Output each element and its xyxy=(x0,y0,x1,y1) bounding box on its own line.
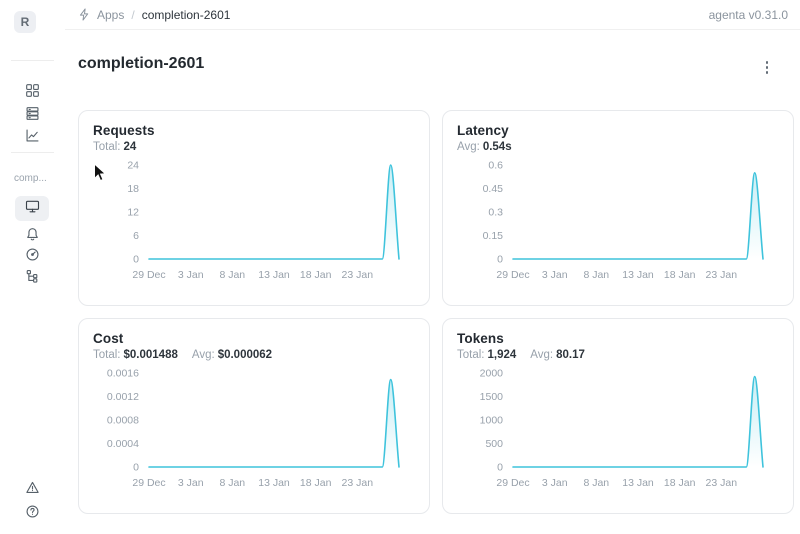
card-title: Latency xyxy=(457,122,509,138)
sidebar-item-traces[interactable] xyxy=(15,266,49,291)
sidebar-item-overview[interactable] xyxy=(15,196,49,221)
breadcrumb-separator: / xyxy=(131,7,135,22)
svg-text:13 Jan: 13 Jan xyxy=(258,477,290,489)
sidebar: R comp... xyxy=(0,0,65,534)
svg-text:0.0008: 0.0008 xyxy=(107,414,139,426)
svg-text:8 Jan: 8 Jan xyxy=(219,269,245,281)
sidebar-divider xyxy=(11,60,54,61)
metrics-grid: Requests Total: 24 0 6 12 18 24 29 Dec 3 Jan 8 J… xyxy=(65,78,800,514)
svg-text:29 Dec: 29 Dec xyxy=(132,477,165,489)
sidebar-item-apps[interactable] xyxy=(15,80,49,105)
sidebar-item-evaluations[interactable] xyxy=(15,224,49,249)
sidebar-item-help[interactable] xyxy=(15,501,49,526)
svg-text:29 Dec: 29 Dec xyxy=(132,269,165,281)
svg-text:1000: 1000 xyxy=(480,414,504,426)
svg-text:18 Jan: 18 Jan xyxy=(664,477,696,489)
tokens-chart: 0 500 1000 1500 2000 29 Dec 3 Jan 8 Jan 13 Jan 18… xyxy=(480,367,764,489)
top-header: Apps / completion-2601 agenta v0.31.0 xyxy=(65,0,800,30)
svg-text:18 Jan: 18 Jan xyxy=(300,269,332,281)
svg-text:3 Jan: 3 Jan xyxy=(542,269,568,281)
bell-icon xyxy=(25,227,40,247)
svg-text:3 Jan: 3 Jan xyxy=(178,477,204,489)
svg-text:3 Jan: 3 Jan xyxy=(178,269,204,281)
app-version-label: agenta v0.31.0 xyxy=(708,7,788,22)
svg-text:13 Jan: 13 Jan xyxy=(622,477,654,489)
svg-text:18: 18 xyxy=(127,183,139,195)
svg-text:18 Jan: 18 Jan xyxy=(300,477,332,489)
svg-text:23 Jan: 23 Jan xyxy=(706,477,738,489)
svg-text:0.3: 0.3 xyxy=(488,206,503,218)
help-circle-icon xyxy=(25,504,40,524)
breadcrumb-current: completion-2601 xyxy=(141,7,231,22)
svg-text:29 Dec: 29 Dec xyxy=(496,477,529,489)
svg-text:0: 0 xyxy=(133,253,139,265)
stat-avg: Avg: 80.17 xyxy=(530,348,585,361)
sidebar-item-observability[interactable] xyxy=(15,244,49,269)
svg-text:13 Jan: 13 Jan xyxy=(258,269,290,281)
card-title: Requests xyxy=(93,122,155,138)
svg-text:6: 6 xyxy=(133,230,139,242)
svg-text:12: 12 xyxy=(127,206,139,218)
svg-text:18 Jan: 18 Jan xyxy=(664,269,696,281)
page-menu-button[interactable] xyxy=(760,57,775,78)
main-content: completion-2601 Requests Total: 24 0 6 12 18… xyxy=(65,31,800,534)
svg-text:0.45: 0.45 xyxy=(483,183,504,195)
svg-text:8 Jan: 8 Jan xyxy=(583,269,609,281)
traces-tree-icon xyxy=(25,269,40,289)
card-title: Tokens xyxy=(457,330,504,346)
svg-text:8 Jan: 8 Jan xyxy=(219,477,245,489)
sidebar-item-registry[interactable] xyxy=(15,103,49,128)
card-title: Cost xyxy=(93,330,124,346)
stat-avg: Avg: 0.54s xyxy=(457,140,512,153)
metric-card-tokens: Tokens Total: 1,924 Avg: 80.17 0 500 1000 150… xyxy=(442,317,794,514)
analytics-chart-icon xyxy=(25,128,40,148)
metric-card-latency: Latency Avg: 0.54s 0 0.15 0.3 0.45 0.6 29 Dec 3… xyxy=(442,109,794,306)
page-title: completion-2601 xyxy=(78,55,205,72)
svg-text:13 Jan: 13 Jan xyxy=(622,269,654,281)
sidebar-item-alerts[interactable] xyxy=(15,477,49,502)
gauge-icon xyxy=(25,247,40,267)
svg-text:0.15: 0.15 xyxy=(483,230,504,242)
alert-triangle-icon xyxy=(25,480,40,500)
svg-text:0: 0 xyxy=(497,253,503,265)
sidebar-item-analytics[interactable] xyxy=(15,125,49,150)
breadcrumb-apps-link[interactable]: Apps xyxy=(97,7,125,22)
svg-text:500: 500 xyxy=(485,438,503,450)
metric-card-requests: Requests Total: 24 0 6 12 18 24 29 Dec 3 Jan 8 J… xyxy=(78,109,430,306)
svg-text:0.0012: 0.0012 xyxy=(107,391,139,403)
svg-text:1500: 1500 xyxy=(480,391,504,403)
svg-text:23 Jan: 23 Jan xyxy=(706,269,738,281)
svg-text:2000: 2000 xyxy=(480,367,504,379)
svg-text:3 Jan: 3 Jan xyxy=(542,477,568,489)
stat-total: Total: 24 xyxy=(93,140,137,153)
svg-text:0.0016: 0.0016 xyxy=(107,367,139,379)
apps-grid-icon xyxy=(25,83,40,103)
svg-text:24: 24 xyxy=(127,159,139,171)
metric-card-cost: Cost Total: $0.001488 Avg: $0.000062 0 0.00… xyxy=(78,317,430,514)
breadcrumb: Apps / completion-2601 xyxy=(78,8,230,22)
sidebar-app-label: comp... xyxy=(14,173,47,184)
svg-text:0.0004: 0.0004 xyxy=(107,438,139,450)
svg-text:23 Jan: 23 Jan xyxy=(342,269,374,281)
svg-text:0: 0 xyxy=(133,461,139,473)
sidebar-divider xyxy=(11,152,54,153)
svg-text:0: 0 xyxy=(497,461,503,473)
registry-list-icon xyxy=(25,106,40,126)
latency-chart: 0 0.15 0.3 0.45 0.6 29 Dec 3 Jan 8 Jan 13 Jan 18 … xyxy=(483,159,764,281)
stat-total: Total: $0.001488 xyxy=(93,348,178,361)
stat-total: Total: 1,924 xyxy=(457,348,517,361)
agenta-bolt-icon xyxy=(78,8,90,21)
workspace-avatar[interactable]: R xyxy=(14,11,36,33)
requests-chart: 0 6 12 18 24 29 Dec 3 Jan 8 Jan 13 Jan 18 Jan 23 J… xyxy=(127,159,400,281)
svg-text:29 Dec: 29 Dec xyxy=(496,269,529,281)
overview-monitor-icon xyxy=(25,199,40,219)
svg-text:23 Jan: 23 Jan xyxy=(342,477,374,489)
cost-chart: 0 0.0004 0.0008 0.0012 0.0016 29 Dec 3 Jan 8 Ja… xyxy=(107,367,400,489)
svg-text:0.6: 0.6 xyxy=(488,159,503,171)
svg-text:8 Jan: 8 Jan xyxy=(583,477,609,489)
stat-avg: Avg: $0.000062 xyxy=(191,348,273,361)
